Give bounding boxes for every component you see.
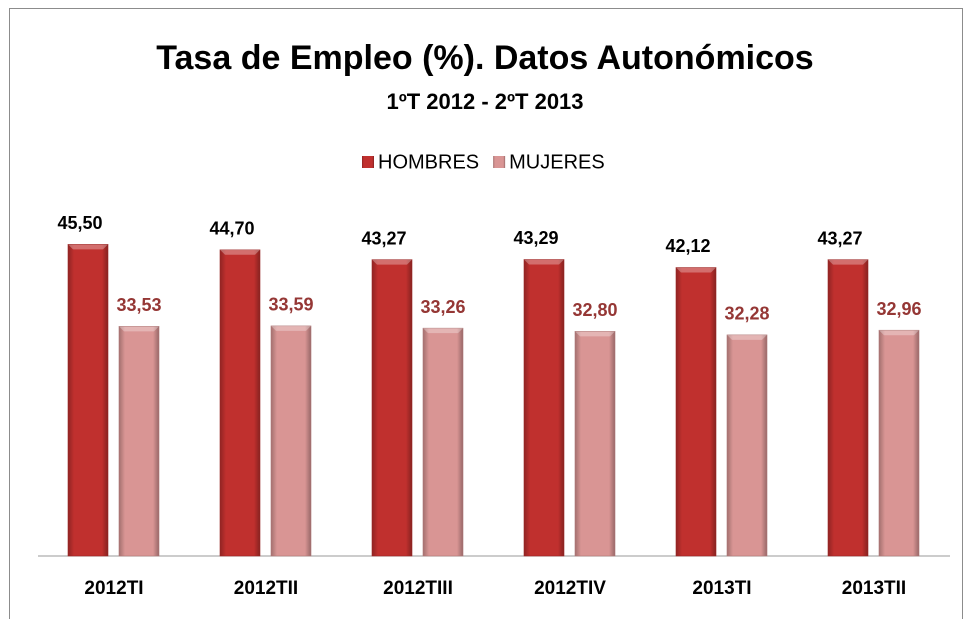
legend-label: MUJERES	[509, 151, 605, 173]
value-label: 45,50	[57, 213, 102, 233]
value-label: 43,27	[817, 228, 862, 248]
bar-bevel	[220, 249, 260, 255]
bar	[219, 249, 261, 557]
bar-bevel	[727, 334, 767, 340]
x-tick-label: 2012TIII	[383, 578, 453, 599]
bar-bevel	[119, 326, 159, 332]
bar	[878, 329, 920, 557]
legend-swatch	[493, 156, 506, 168]
value-label: 33,26	[420, 297, 465, 317]
bar-bevel	[879, 330, 919, 336]
bar	[827, 259, 869, 557]
bar-bevel	[676, 267, 716, 273]
x-tick-label: 2013TI	[692, 578, 751, 599]
legend-label: HOMBRES	[378, 151, 479, 173]
x-tick-label: 2012TI	[84, 578, 143, 599]
bar	[371, 259, 413, 557]
value-label: 42,12	[665, 236, 710, 256]
value-label: 32,28	[724, 304, 769, 324]
value-label: 43,27	[361, 228, 406, 248]
bar-bevel	[68, 244, 108, 250]
value-label: 32,96	[876, 299, 921, 319]
bar	[726, 334, 768, 557]
x-tick-label: 2013TII	[842, 578, 906, 599]
x-tick-label: 2012TII	[234, 578, 298, 599]
chart-title: Tasa de Empleo (%). Datos Autonómicos	[156, 39, 813, 77]
chart-subtitle: 1ºT 2012 - 2ºT 2013	[386, 89, 583, 114]
chart-frame	[9, 8, 963, 619]
bar	[523, 259, 565, 557]
bar	[118, 326, 160, 557]
value-label: 44,70	[209, 219, 254, 239]
bar-bevel	[575, 331, 615, 337]
legend-swatch	[362, 156, 374, 168]
bar	[574, 331, 616, 557]
bar-bevel	[423, 328, 463, 334]
value-label: 33,53	[116, 295, 161, 315]
bar-bevel	[828, 259, 868, 265]
bar	[675, 267, 717, 557]
bar-bevel	[524, 259, 564, 265]
bar	[422, 327, 464, 557]
bar	[67, 244, 109, 557]
value-label: 32,80	[572, 300, 617, 320]
value-label: 43,29	[513, 228, 558, 248]
bar-bevel	[271, 325, 311, 331]
value-label: 33,59	[268, 295, 313, 315]
bar	[270, 325, 312, 557]
bar-bevel	[372, 259, 412, 265]
x-tick-label: 2012TIV	[534, 578, 606, 599]
